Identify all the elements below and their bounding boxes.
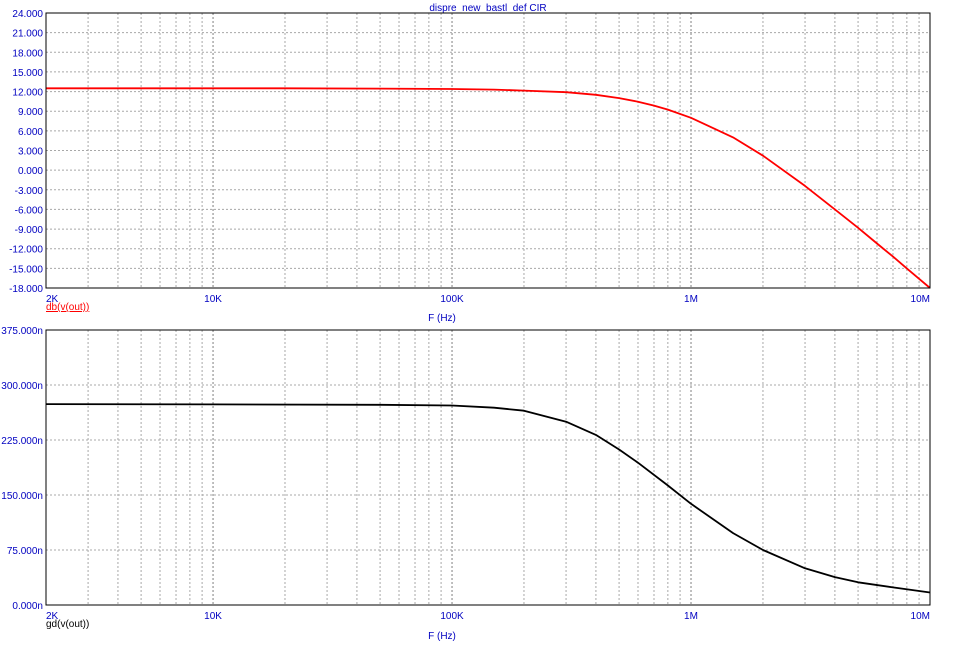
top-plot-frame <box>45 12 931 289</box>
bottom-plot-frame <box>45 329 931 606</box>
x-tick-label: 1M <box>684 611 698 622</box>
bottom-series-lines <box>45 403 931 594</box>
bottom-x-tick-labels: 2K 10K 100K 1M 10M <box>46 611 930 622</box>
series-line <box>45 403 931 594</box>
series-line <box>46 87 931 289</box>
y-tick-label: -15.000 <box>9 264 43 275</box>
y-tick-label: 24.000 <box>12 9 43 20</box>
x-tick-label: 2K <box>46 294 59 305</box>
y-tick-label: -3.000 <box>15 186 44 197</box>
y-tick-label: 18.000 <box>12 48 43 59</box>
bottom-chart: 375.000n 300.000n 225.000n 150.000n 75.000n 0… <box>1 326 931 642</box>
y-tick-label: 15.000 <box>12 68 43 79</box>
bottom-y-tick-labels: 375.000n 300.000n 225.000n 150.000n 75.000n 0… <box>1 326 43 612</box>
x-tick-label: 1M <box>684 294 698 305</box>
chart-title: dispre_new_bastl_def CIR <box>429 3 546 14</box>
top-y-tick-labels: 24.000 21.000 18.000 15.000 12.000 9.000 6.000… <box>9 9 43 295</box>
x-tick-label: 10K <box>204 611 222 622</box>
top-series-legend[interactable]: db(v(out)) <box>46 302 89 313</box>
top-x-tick-labels: 2K 10K 100K 1M 10M <box>46 294 930 305</box>
x-tick-label: 100K <box>440 611 464 622</box>
y-tick-label: 12.000 <box>12 88 43 99</box>
y-tick-label: 0.000n <box>12 601 43 612</box>
y-tick-label: 375.000n <box>1 326 43 337</box>
top-x-axis-label: F (Hz) <box>428 313 456 324</box>
top-gridlines <box>46 13 930 288</box>
y-tick-label: 300.000n <box>1 381 43 392</box>
x-tick-label: 10M <box>911 611 930 622</box>
top-series-lines <box>46 87 931 289</box>
y-tick-label: 9.000 <box>18 107 43 118</box>
x-tick-label: 2K <box>46 611 59 622</box>
y-tick-label: 6.000 <box>18 127 43 138</box>
bottom-gridlines <box>46 330 930 605</box>
bottom-series-legend[interactable]: gd(v(out)) <box>46 619 89 630</box>
y-tick-label: 75.000n <box>7 546 43 557</box>
x-tick-label: 100K <box>440 294 464 305</box>
y-tick-label: 3.000 <box>18 147 43 158</box>
y-tick-label: -12.000 <box>9 245 43 256</box>
y-tick-label: 225.000n <box>1 436 43 447</box>
x-tick-label: 10K <box>204 294 222 305</box>
y-tick-label: 150.000n <box>1 491 43 502</box>
y-tick-label: -18.000 <box>9 284 43 295</box>
top-chart: dispre_new_bastl_def CIR 24.000 21.000 18.… <box>9 3 931 324</box>
y-tick-label: -9.000 <box>15 225 44 236</box>
bottom-x-axis-label: F (Hz) <box>428 631 456 642</box>
x-tick-label: 10M <box>911 294 930 305</box>
y-tick-label: 0.000 <box>18 166 43 177</box>
y-tick-label: 21.000 <box>12 29 43 40</box>
y-tick-label: -6.000 <box>15 205 44 216</box>
